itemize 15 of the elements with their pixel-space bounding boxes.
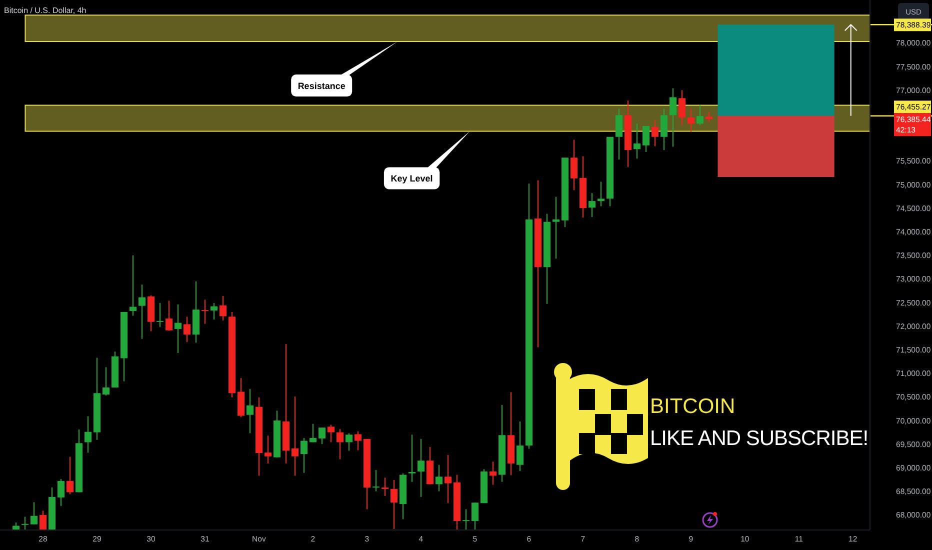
candlestick [372, 470, 380, 492]
candlestick [382, 478, 388, 496]
candlestick [552, 196, 560, 259]
candlestick [156, 302, 164, 328]
candlestick [292, 396, 298, 476]
candlestick [462, 509, 470, 530]
candlestick [130, 255, 136, 316]
annotation: Resistance [298, 81, 346, 92]
candlestick [598, 182, 604, 206]
annotation: BITCOIN [650, 395, 736, 418]
annotation: Key Level [390, 174, 433, 184]
candlestick [408, 434, 416, 482]
candlestick [202, 300, 208, 324]
annotation: LIKE AND SUBSCRIBE! [650, 427, 868, 450]
text: Bitcoin / U.S. Dollar, 4h [4, 6, 86, 15]
